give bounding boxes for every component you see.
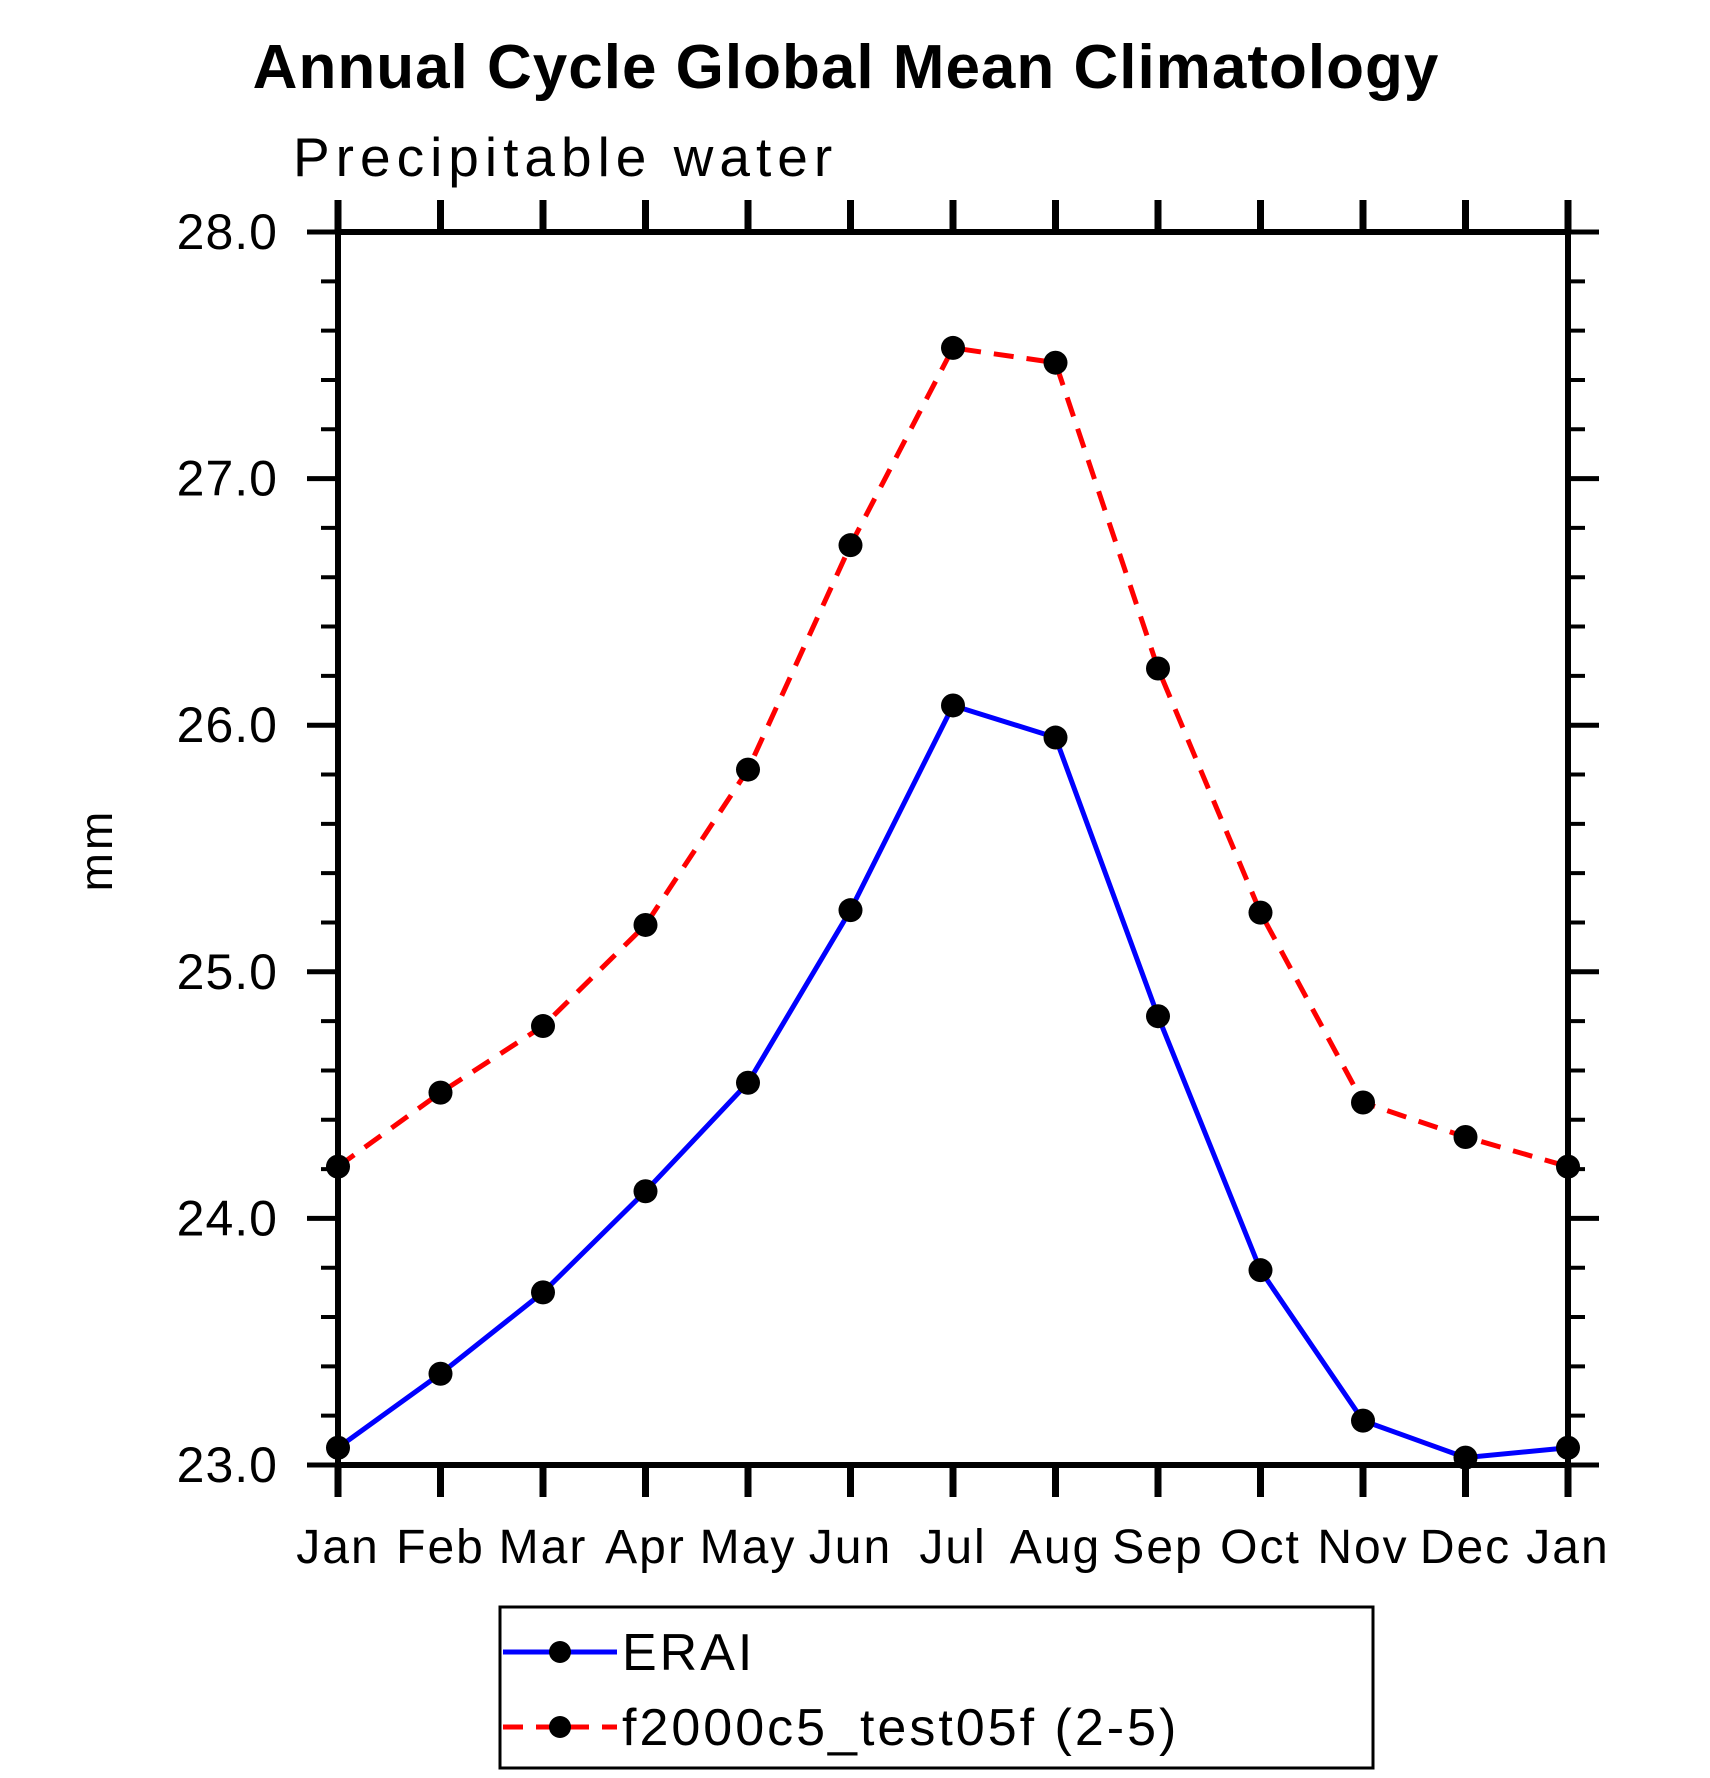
x-tick-label: Sep (1112, 1521, 1203, 1574)
data-point-marker (531, 1280, 555, 1305)
legend-label: f2000c5_test05f (2-5) (622, 1699, 1179, 1757)
legend-box (498, 1605, 1375, 1770)
x-tick-label: Jun (809, 1521, 892, 1574)
data-point-marker (838, 533, 863, 558)
x-tick-label: Nov (1317, 1521, 1408, 1574)
y-tick-label: 28.0 (177, 204, 278, 260)
legend-label: ERAI (622, 1624, 755, 1682)
x-tick-label: Jan (296, 1521, 379, 1574)
series-line-erai (336, 702, 1569, 1461)
x-tick-label: May (700, 1521, 797, 1574)
legend-marker (549, 1716, 571, 1738)
y-tick-label: 26.0 (177, 697, 278, 753)
data-point-marker (1556, 1154, 1580, 1179)
chart-subtitle: Precipitable water (293, 126, 838, 188)
chart-title: Annual Cycle Global Mean Climatology (253, 33, 1440, 102)
x-tick-label: Oct (1220, 1521, 1301, 1574)
x-tick-label: Dec (1420, 1521, 1511, 1574)
y-axis-label: mm (70, 809, 122, 892)
series-line-f2000c5-test05f (336, 345, 1569, 1170)
data-point-marker (838, 898, 863, 923)
data-point-marker (1453, 1125, 1478, 1150)
x-tick-label: Jan (1526, 1521, 1609, 1574)
data-point-marker (1351, 1090, 1375, 1115)
y-tick-label: 27.0 (177, 451, 278, 507)
data-point-marker (941, 335, 965, 360)
x-tick-label: Mar (499, 1521, 588, 1574)
data-point-marker (1146, 656, 1170, 681)
data-point-marker (1043, 725, 1068, 750)
y-tick-label: 25.0 (177, 944, 278, 1000)
x-tick-label: Jul (919, 1521, 986, 1574)
data-point-marker (1453, 1445, 1478, 1470)
data-point-marker (428, 1080, 453, 1105)
y-tick-label: 24.0 (177, 1190, 278, 1246)
x-tick-label: Feb (396, 1521, 485, 1574)
data-point-marker (1351, 1408, 1375, 1433)
y-tick-label: 23.0 (177, 1437, 278, 1493)
data-point-marker (1146, 1004, 1170, 1029)
data-point-marker (428, 1361, 453, 1386)
x-tick-label: Aug (1010, 1521, 1101, 1574)
data-point-marker (633, 1179, 658, 1204)
data-point-marker (1248, 900, 1273, 925)
data-point-marker (941, 693, 965, 718)
data-point-marker (1556, 1435, 1580, 1460)
x-tick-label: Apr (605, 1521, 686, 1574)
legend-marker (549, 1641, 571, 1663)
data-point-marker (1043, 350, 1068, 375)
legend: ERAI f2000c5_test05f (2-5) (498, 1605, 1375, 1770)
data-point-marker (633, 912, 658, 937)
data-point-marker (1248, 1258, 1273, 1283)
data-point-marker (326, 1435, 350, 1460)
data-point-marker (326, 1154, 350, 1179)
data-point-marker (736, 757, 760, 782)
data-point-marker (531, 1014, 555, 1039)
data-point-marker (736, 1070, 760, 1095)
plot-border (335, 229, 1571, 1468)
